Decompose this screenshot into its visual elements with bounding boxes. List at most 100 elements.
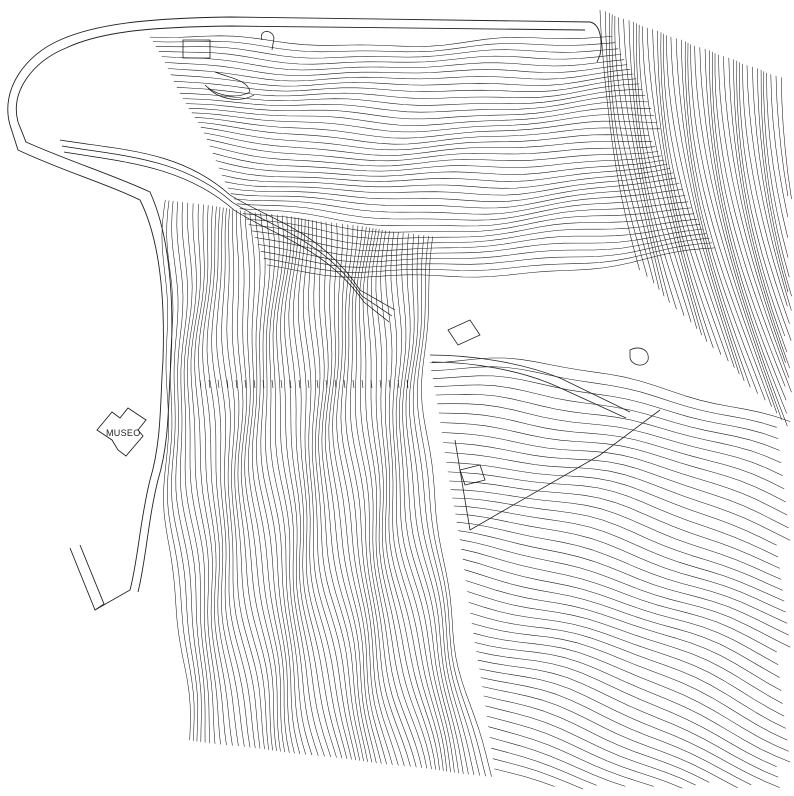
contour-line [336,224,393,765]
contour-line [340,224,399,766]
contour-line [242,207,692,233]
contour-line [308,220,360,761]
contour-line [395,232,455,773]
contour-lines-west-slope [161,199,492,777]
contour-line [432,375,779,439]
contour-line [276,215,325,757]
contour-line [781,77,792,200]
survey-tick [370,379,373,389]
contour-line [239,201,689,227]
contour-line [453,505,785,602]
spot-height-ticks [199,379,409,389]
contour-line [313,220,364,762]
contour-line [437,403,783,476]
contour-line [280,216,331,758]
contour-line [605,11,648,277]
contour-line [687,42,778,414]
contour-line [194,117,658,139]
survey-tick [199,379,202,389]
contour-line [623,18,677,310]
contour-line [450,489,782,580]
contour-line [170,73,634,87]
contour-line [185,101,649,120]
contour-line [455,513,786,613]
contour-line [324,222,377,764]
contour-line [491,747,597,786]
contour-line [254,228,704,257]
contour-line [718,54,786,363]
contour-line [350,226,411,767]
contour-line [252,212,290,753]
contour-line [614,15,665,297]
contour-line [657,30,729,362]
contour-line [260,213,301,755]
survey-tick [271,379,274,389]
contour-line [492,758,584,790]
contour-line [355,226,417,768]
contour-line [452,497,783,591]
contour-line [200,126,650,151]
contour-line [733,59,785,337]
contour-line [233,189,683,215]
contour-line [628,20,685,316]
contour-line [444,452,791,541]
contour-line [248,218,698,246]
contour-line [236,195,686,221]
contour-line [449,480,780,569]
contour-line [421,236,492,777]
museum-label: MUSEO [106,428,141,438]
contour-line [390,231,451,773]
contour-line [477,659,779,778]
contour-line [728,57,788,353]
contour-line [164,62,628,76]
contour-line [486,715,683,789]
contour-line [179,89,643,106]
contour-line [171,200,199,742]
contour-line [216,207,256,749]
survey-tick [226,379,229,389]
contour-line [633,21,692,323]
contour-line [699,47,787,414]
contour-line [482,686,738,789]
contour-line [459,539,791,648]
contour-line [298,218,352,760]
contour-line [775,75,789,197]
contour-line [709,50,786,387]
contour-line [742,63,788,307]
contour-line [218,163,668,182]
contour-line [476,651,777,767]
contour-line [488,726,654,787]
contour-line [470,612,786,729]
contour-line [489,737,626,787]
contour-line [221,208,261,749]
contour-line [206,138,656,162]
contour-line [468,602,785,717]
contour-line [760,69,790,278]
contour-line [266,247,716,278]
contour-line [739,62,790,324]
contour-line [302,219,356,761]
cliff-ridge [59,71,396,323]
survey-tick [289,379,292,389]
survey-tick [388,379,391,389]
contour-line [666,35,745,381]
contour-line [461,548,777,653]
contour-line [227,177,677,202]
contour-line [187,203,216,744]
contour-line [690,44,782,420]
contour-line [474,642,791,763]
contour-line [182,95,646,113]
contour-line [660,32,735,368]
contour-line [467,591,783,704]
contour-line [704,48,787,401]
contour-line [412,235,480,776]
survey-tick [325,379,328,389]
contour-line [167,68,631,82]
contour-line [161,56,625,71]
survey-tick [316,379,319,389]
contour-line [272,215,319,756]
contour-line [646,27,714,349]
contour-line [471,623,788,741]
contour-line [269,214,313,756]
contour-line [480,677,752,786]
